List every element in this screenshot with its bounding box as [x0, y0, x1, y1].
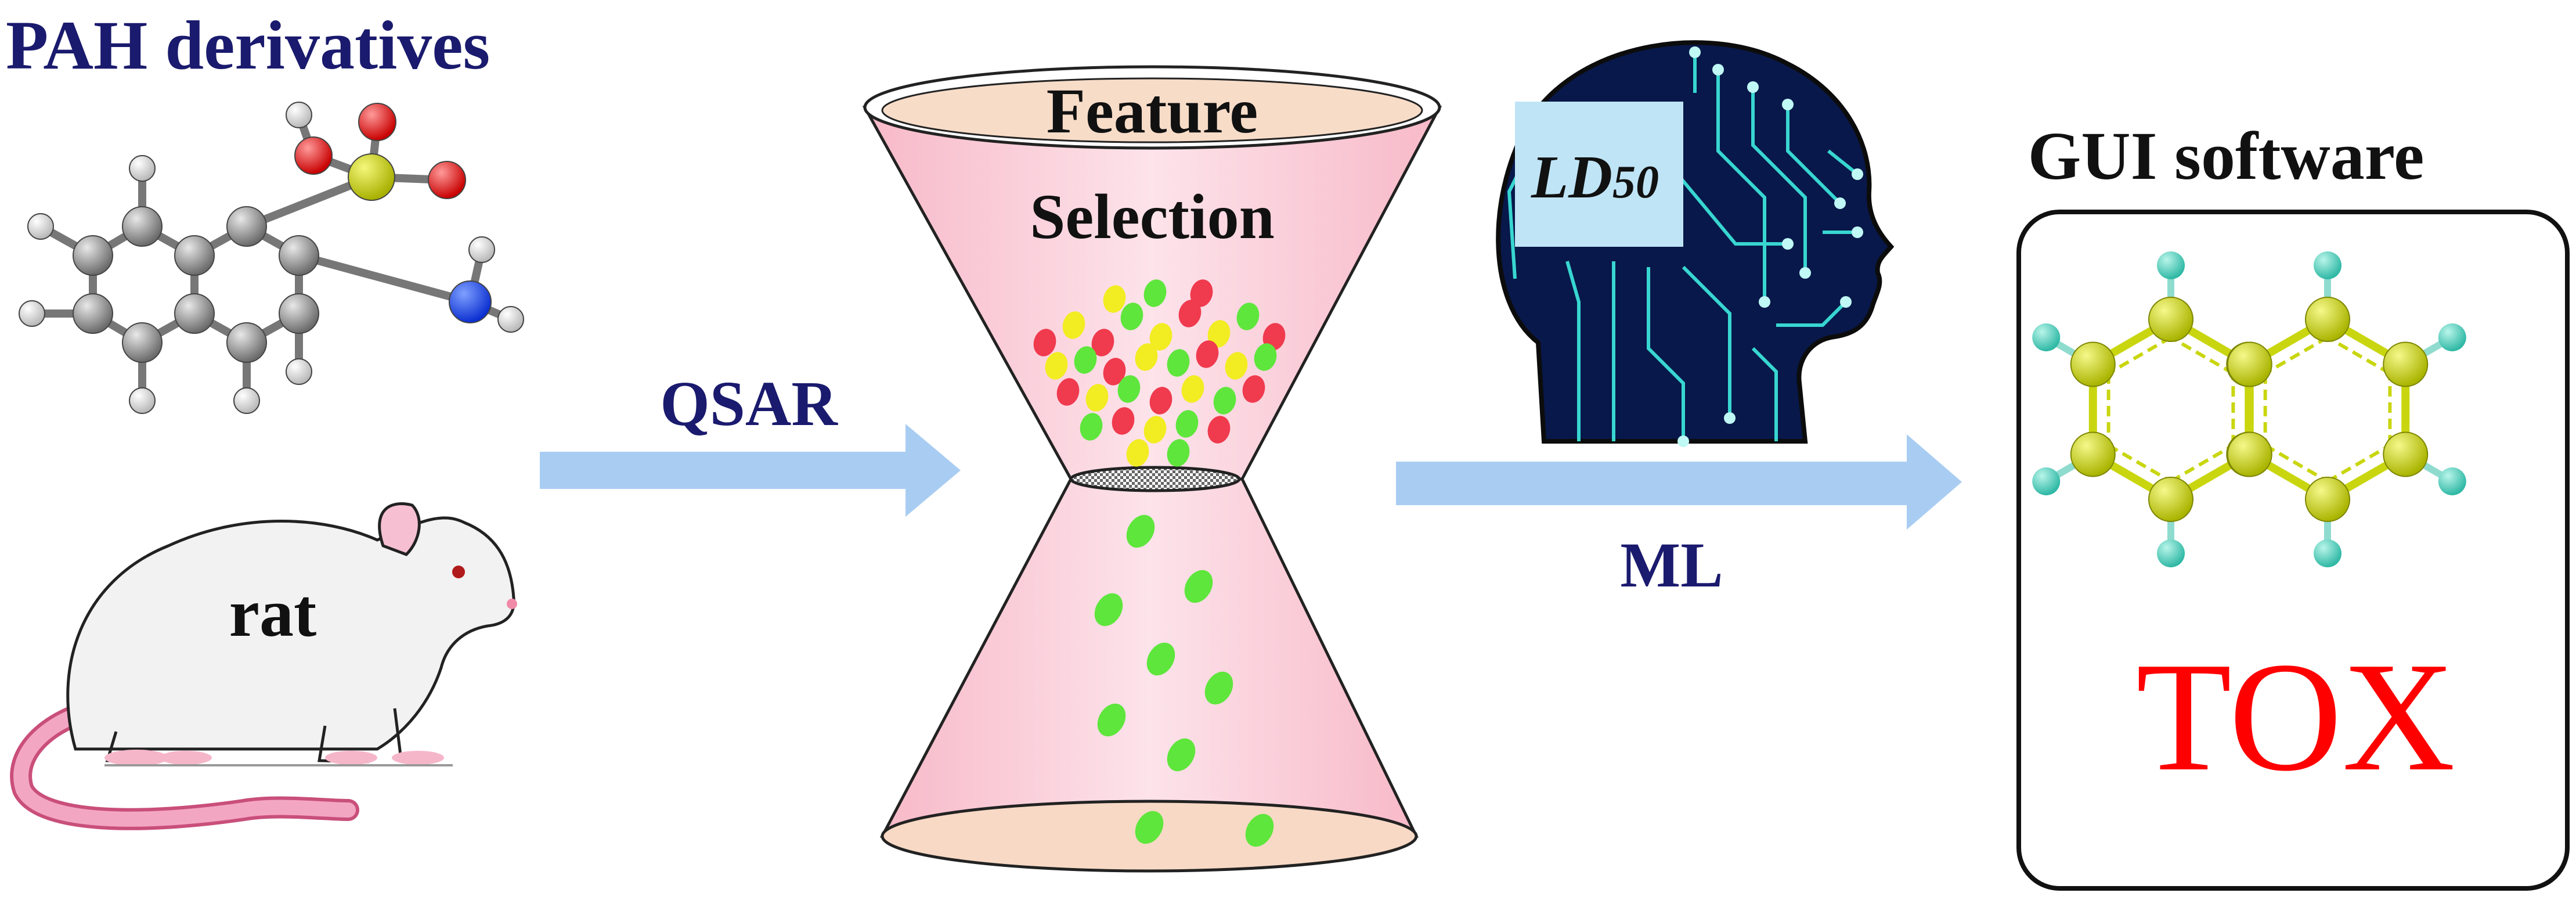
- funnel-label-line1: Feature: [1047, 75, 1258, 146]
- ml-arrow-icon: [1396, 434, 1962, 530]
- naphthalene-molecule-icon: [2032, 251, 2466, 567]
- molecule-2-amino-naphthalenesulfonic-acid-icon: [19, 102, 524, 414]
- qsar-label: QSAR: [660, 368, 838, 439]
- ld50-label: LD50: [1531, 143, 1659, 211]
- circuit-head-icon: [1496, 40, 1895, 447]
- gui-title: GUI software: [2028, 118, 2425, 194]
- gui-window: [2016, 210, 2570, 891]
- tox-label: TOX: [2136, 630, 2455, 804]
- funnel-label-line2: Selection: [1030, 181, 1275, 252]
- diagram-title: PAH derivatives: [6, 6, 490, 84]
- rat-label: rat: [229, 575, 317, 651]
- rat-icon: [10, 502, 517, 830]
- feature-particles: [1033, 279, 1286, 847]
- ld50-main: LD: [1531, 143, 1612, 211]
- ld50-subscript: 50: [1612, 157, 1659, 208]
- ml-label: ML: [1620, 530, 1723, 600]
- qsar-arrow-icon: [540, 424, 961, 517]
